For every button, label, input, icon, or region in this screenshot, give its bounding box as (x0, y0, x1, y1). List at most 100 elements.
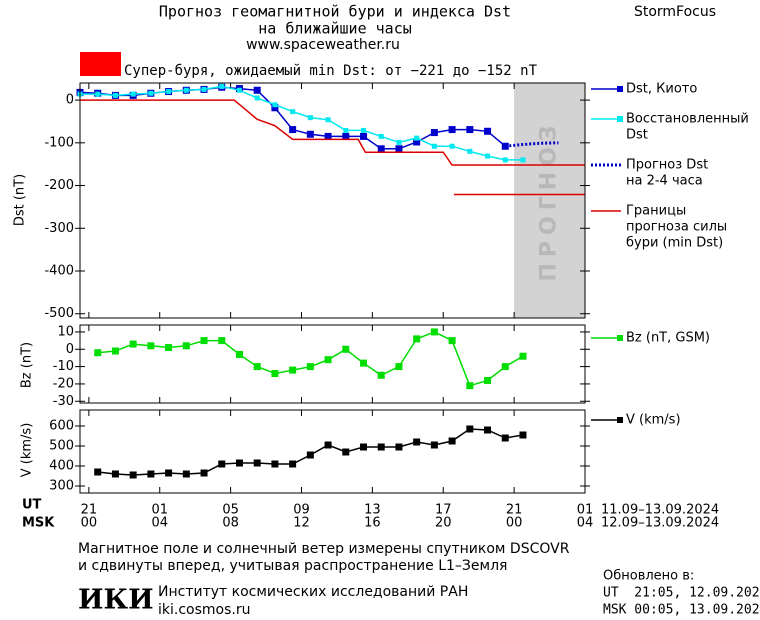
marker (182, 342, 190, 350)
y-tick-label: -30 (53, 394, 74, 409)
x-tick-label: 17 (435, 503, 452, 518)
marker (377, 443, 385, 451)
marker (467, 148, 473, 154)
marker (183, 87, 189, 93)
marker (466, 425, 474, 433)
marker (413, 335, 421, 343)
marker (343, 127, 349, 133)
legend-label: V (km/s) (626, 413, 681, 428)
marker (201, 86, 207, 92)
marker (484, 376, 492, 384)
x-tick-label: 21 (81, 503, 98, 518)
y-tick-label: 300 (49, 479, 74, 494)
msk-label: MSK (22, 516, 55, 531)
legend-swatch (617, 116, 623, 122)
marker (449, 143, 455, 149)
plot-frame (79, 409, 586, 494)
marker (360, 359, 368, 367)
marker (129, 340, 137, 348)
x-tick-label: 05 (222, 503, 239, 518)
x-tick-label: 13 (364, 503, 381, 518)
marker (360, 443, 368, 451)
marker (395, 145, 403, 153)
marker (324, 441, 332, 449)
marker (430, 441, 438, 449)
marker (235, 350, 243, 358)
marker (324, 356, 332, 364)
marker (324, 132, 332, 140)
marker (484, 127, 492, 135)
marker (501, 434, 509, 442)
marker (395, 363, 403, 371)
legend-swatch (617, 86, 623, 92)
marker (200, 469, 208, 477)
marker (289, 366, 297, 374)
marker (396, 139, 402, 145)
marker (290, 109, 296, 115)
series-line (80, 99, 585, 166)
marker (519, 352, 527, 360)
marker (148, 90, 154, 96)
y-tick-label: -200 (44, 178, 74, 193)
marker (430, 328, 438, 336)
series-line (97, 331, 524, 387)
y-tick-label: 600 (49, 419, 74, 434)
legend-label: Bz (nT, GSM) (626, 331, 710, 346)
x-tick-label: 20 (435, 516, 452, 531)
forecast-region (514, 83, 585, 318)
marker (218, 460, 226, 468)
marker (111, 347, 119, 355)
marker (466, 382, 474, 390)
marker (306, 130, 314, 138)
marker (165, 469, 173, 477)
alert-text: Супер-буря, ожидаемый min Dst: от −221 д… (124, 63, 538, 79)
plot-frame (79, 82, 586, 319)
y-tick-label: 10 (57, 324, 74, 339)
marker (413, 438, 421, 446)
x-tick-label: 09 (293, 503, 310, 518)
marker (307, 115, 313, 121)
title: на ближайшие часы (258, 20, 412, 38)
marker (94, 349, 102, 357)
marker (448, 437, 456, 445)
legend-label: Dst, Киото (626, 82, 697, 97)
marker (360, 132, 368, 140)
marker (253, 363, 261, 371)
alert-swatch (80, 52, 121, 76)
forecast-label: ПРОГНОЗ (537, 119, 562, 281)
institute-url: iki.cosmos.ru (158, 602, 250, 618)
msk-range: 12.09–13.09.2024 (601, 516, 719, 531)
legend-label: Восстановленный (626, 112, 749, 127)
marker (147, 470, 155, 478)
marker (111, 470, 119, 478)
marker (342, 345, 350, 353)
legend-swatch (617, 417, 623, 423)
marker (236, 87, 242, 93)
x-tick-label: 04 (151, 516, 168, 531)
legend-label: Dst (626, 128, 648, 143)
x-tick-label: 12 (293, 516, 310, 531)
marker (413, 138, 421, 146)
marker (182, 470, 190, 478)
marker (254, 95, 260, 101)
y-axis-label: V (km/s) (20, 423, 35, 478)
series-line (80, 85, 523, 161)
y-tick-label: 400 (49, 459, 74, 474)
marker (306, 363, 314, 371)
y-tick-label: -10 (53, 359, 74, 374)
marker (166, 89, 172, 95)
marker (200, 337, 208, 345)
institute: Институт космических исследований РАН (158, 584, 468, 600)
marker (377, 371, 385, 379)
ut-range: 11.09–13.09.2024 (601, 503, 719, 518)
url: www.spaceweather.ru (246, 37, 400, 53)
marker (219, 83, 225, 89)
legend-label: Границы (626, 204, 686, 219)
x-tick-label: 16 (364, 516, 381, 531)
marker (235, 459, 243, 467)
marker (519, 431, 527, 439)
marker (430, 129, 438, 137)
y-tick-label: 0 (66, 93, 74, 108)
marker (112, 92, 118, 98)
marker (94, 468, 102, 476)
